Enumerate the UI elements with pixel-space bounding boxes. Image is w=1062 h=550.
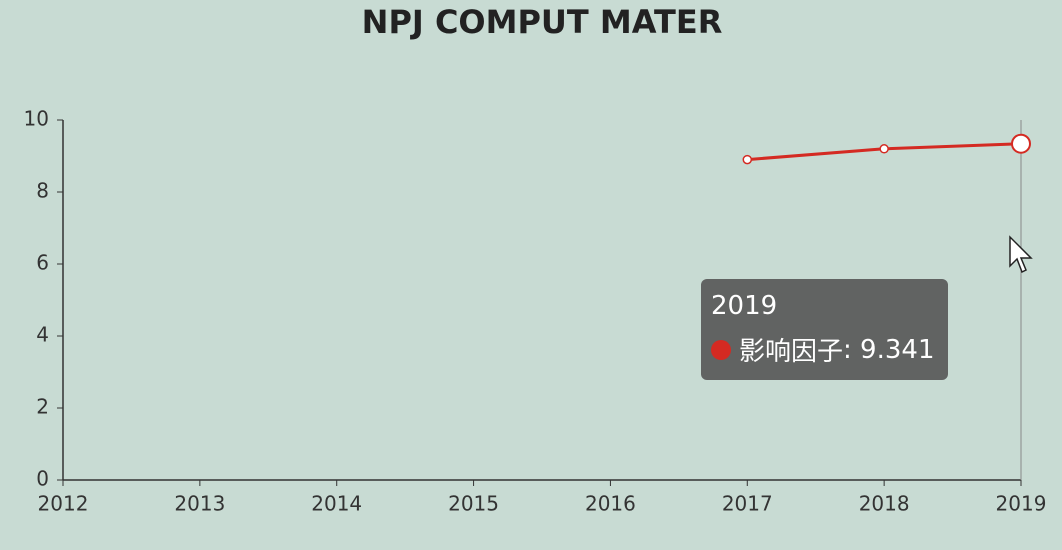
x-tick-label: 2013 bbox=[174, 492, 225, 516]
x-tick-label: 2016 bbox=[585, 492, 636, 516]
y-tick-label: 4 bbox=[36, 323, 49, 347]
y-tick-label: 2 bbox=[36, 395, 49, 419]
tooltip-marker bbox=[711, 339, 731, 360]
x-tick-label: 2018 bbox=[859, 492, 910, 516]
point bbox=[1011, 133, 1031, 154]
x-tick-label: 2019 bbox=[996, 492, 1047, 516]
point bbox=[742, 154, 753, 165]
tooltip-series: 影响因子 bbox=[739, 337, 844, 367]
x-tick-label: 2015 bbox=[448, 492, 499, 516]
chart-title: NPJ COMPUT MATER bbox=[362, 3, 723, 41]
tooltip-row: 影响因子: 9.341 bbox=[711, 331, 938, 368]
point bbox=[879, 144, 889, 154]
x-tick-label: 2014 bbox=[311, 492, 362, 516]
cursor bbox=[1009, 235, 1033, 274]
tooltip-category: 2019 bbox=[711, 291, 778, 321]
tooltip-value: 9.341 bbox=[860, 334, 935, 365]
y-tick-label: 10 bbox=[24, 107, 49, 131]
x-tick-label: 2012 bbox=[38, 492, 89, 516]
y-tick-label: 0 bbox=[36, 467, 49, 491]
x-tick-label: 2017 bbox=[722, 492, 773, 516]
y-tick-label: 6 bbox=[36, 251, 49, 275]
tooltip-separator: : bbox=[843, 334, 852, 365]
tooltip: 2019 影响因子: 9.341 bbox=[701, 279, 948, 380]
y-tick-label: 8 bbox=[36, 179, 49, 203]
